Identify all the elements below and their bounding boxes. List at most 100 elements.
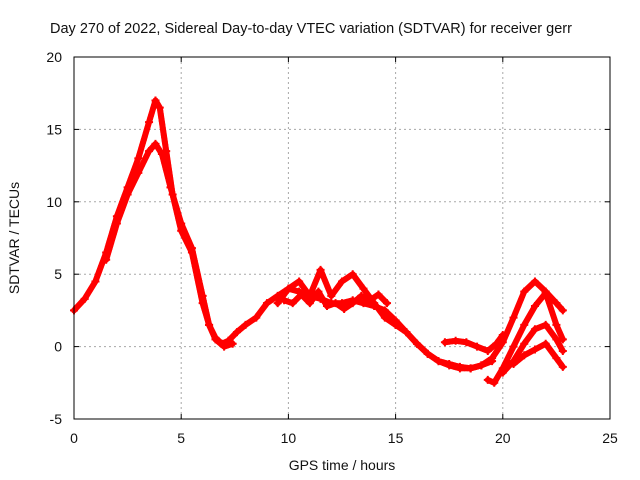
data-point — [151, 96, 160, 105]
data-point — [541, 320, 550, 329]
data-point — [80, 294, 89, 303]
data-point — [284, 284, 293, 293]
data-point — [483, 375, 492, 384]
data-point — [166, 183, 175, 192]
data-point — [211, 335, 220, 344]
data-point — [327, 291, 336, 300]
data-point — [232, 328, 241, 337]
data-point — [348, 299, 357, 308]
data-point — [102, 255, 111, 264]
data-point — [252, 313, 261, 322]
data-point — [552, 354, 561, 363]
data-point — [492, 339, 501, 348]
data-point — [383, 299, 392, 308]
data-point — [359, 299, 368, 308]
data-point — [558, 362, 567, 371]
data-point — [374, 290, 383, 299]
data-point — [445, 361, 454, 370]
data-point — [177, 219, 186, 228]
data-point — [402, 328, 411, 337]
data-point — [357, 291, 366, 300]
series-satellite-track-lower-peak — [102, 139, 237, 351]
data-point — [498, 331, 507, 340]
data-point — [340, 304, 349, 313]
data-point — [297, 290, 306, 299]
data-point — [273, 299, 282, 308]
x-tick-label: 5 — [177, 430, 185, 446]
data-point — [123, 190, 132, 199]
data-point — [520, 339, 529, 348]
x-tick-label: 10 — [281, 430, 297, 446]
x-tick-label: 25 — [602, 430, 618, 446]
y-tick-label: 10 — [46, 194, 62, 210]
data-point — [466, 364, 475, 373]
y-tick-label: -5 — [50, 411, 63, 427]
data-point — [530, 302, 539, 311]
data-point — [322, 302, 331, 311]
data-point — [552, 320, 561, 329]
chart-title: Day 270 of 2022, Sidereal Day-to-day VTE… — [50, 21, 572, 37]
data-point — [509, 359, 518, 368]
series-trail — [103, 140, 236, 350]
data-point — [520, 320, 529, 329]
data-point — [365, 296, 374, 305]
data-point — [157, 150, 166, 159]
series-plus-markers — [381, 278, 565, 372]
data-point — [455, 364, 464, 373]
data-point — [509, 313, 518, 322]
data-point — [91, 277, 100, 286]
data-series — [70, 96, 567, 387]
data-point — [520, 287, 529, 296]
data-point — [477, 361, 486, 370]
series-trail — [71, 97, 496, 372]
data-point — [483, 346, 492, 355]
data-point — [520, 351, 529, 360]
data-point — [451, 336, 460, 345]
data-point — [145, 118, 154, 127]
data-point — [380, 310, 389, 319]
data-point — [490, 378, 499, 387]
data-point — [413, 339, 422, 348]
data-point — [440, 338, 449, 347]
y-tick-label: 5 — [54, 266, 62, 282]
x-axis-label: GPS time / hours — [289, 457, 396, 473]
data-point — [134, 154, 143, 163]
data-point — [391, 320, 400, 329]
y-tick-label: 15 — [46, 121, 62, 137]
data-point — [348, 270, 357, 279]
series-trail — [381, 278, 566, 372]
y-tick-label: 20 — [46, 49, 62, 65]
data-point — [205, 320, 214, 329]
series-satellite-track-late-a — [380, 277, 567, 373]
series-satellite-track-mid-b — [280, 287, 392, 313]
data-point — [228, 339, 237, 348]
data-point — [530, 325, 539, 334]
data-point — [530, 345, 539, 354]
data-point — [488, 354, 497, 363]
data-point — [498, 368, 507, 377]
data-point — [314, 287, 323, 296]
data-point — [316, 265, 325, 274]
data-point — [530, 277, 539, 286]
data-point — [151, 139, 160, 148]
data-point — [359, 284, 368, 293]
data-point — [187, 244, 196, 253]
data-point — [331, 299, 340, 308]
series-plus-markers — [71, 97, 494, 372]
axis-ticks: 0 5 10 15 20 25 -5 0 5 10 15 20 — [46, 49, 618, 446]
data-point — [305, 299, 314, 308]
data-point — [558, 346, 567, 355]
data-point — [462, 338, 471, 347]
data-point — [198, 291, 207, 300]
data-point — [112, 219, 121, 228]
plot-frame — [73, 56, 611, 420]
data-point — [145, 147, 154, 156]
data-point — [134, 168, 143, 177]
series-satellite-track-main — [70, 96, 497, 373]
data-point — [155, 103, 164, 112]
data-point — [338, 277, 346, 286]
data-point — [241, 320, 250, 329]
data-point — [552, 335, 561, 344]
data-point — [558, 306, 567, 315]
